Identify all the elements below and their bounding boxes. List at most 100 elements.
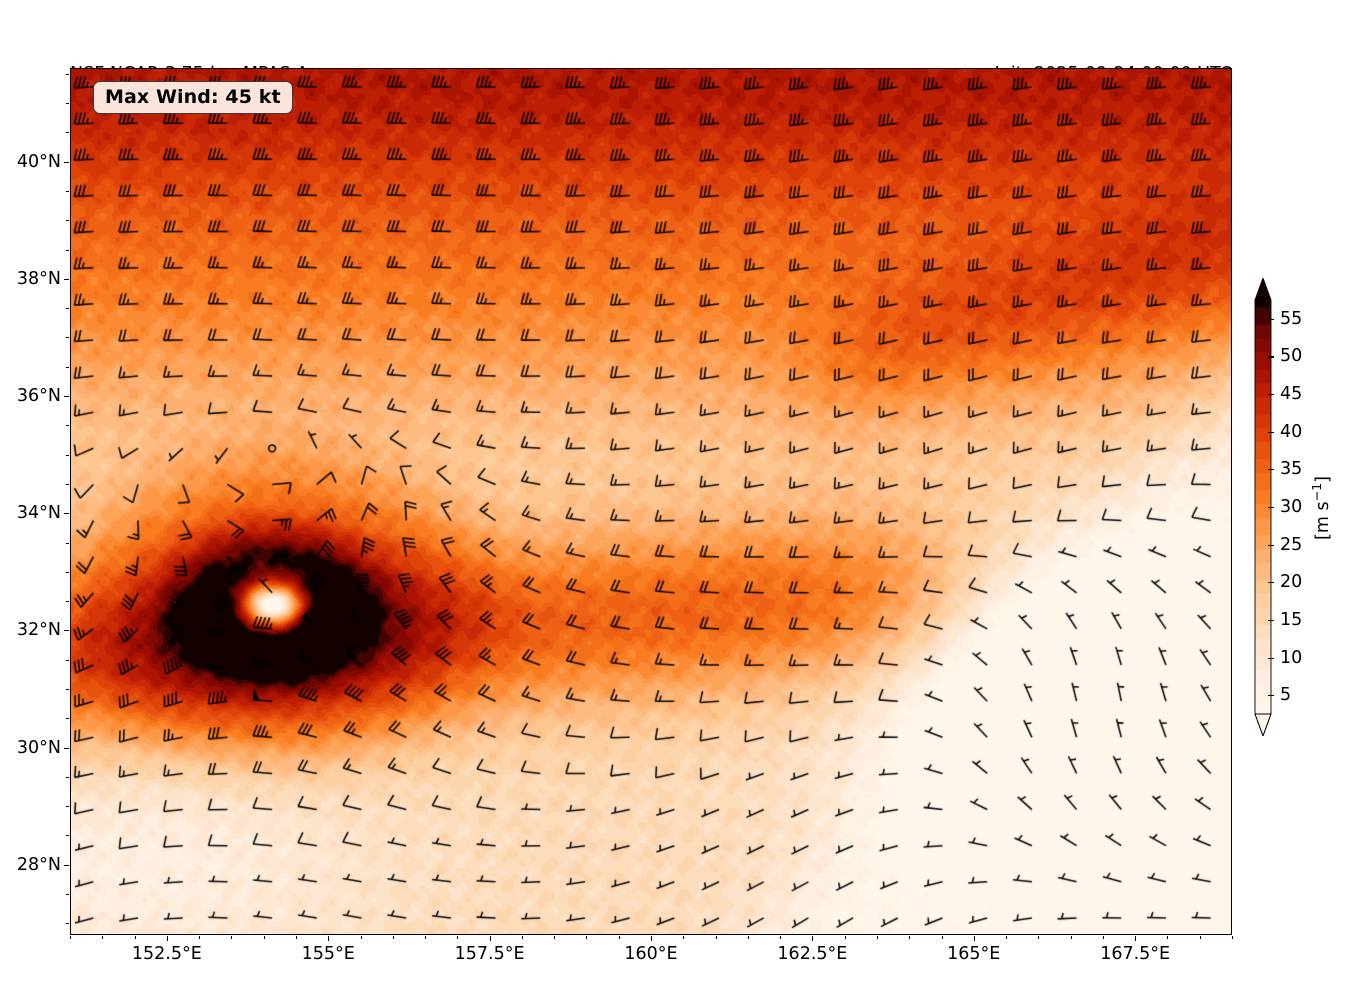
y-tick-minor xyxy=(66,542,69,544)
colorbar-tick xyxy=(1268,507,1274,509)
colorbar-tick xyxy=(1268,394,1274,396)
x-tick-label: 157.5°E xyxy=(454,944,525,964)
colorbar-gradient xyxy=(1254,278,1272,736)
x-tick-minor xyxy=(715,936,717,939)
y-tick-minor xyxy=(66,220,69,222)
x-tick xyxy=(1135,936,1137,941)
y-tick-minor xyxy=(66,308,69,310)
x-tick-label: 162.5°E xyxy=(777,944,848,964)
y-tick-minor xyxy=(66,483,69,485)
y-tick-label: 32°N xyxy=(16,620,61,641)
colorbar-tick xyxy=(1268,695,1274,697)
colorbar-tick-label: 45 xyxy=(1280,384,1303,405)
colorbar xyxy=(1251,278,1275,736)
x-tick-minor xyxy=(1167,936,1169,939)
x-tick-minor xyxy=(199,936,201,939)
colorbar-tick-label: 35 xyxy=(1280,459,1303,480)
colorbar-tick xyxy=(1268,544,1274,546)
x-tick-label: 165°E xyxy=(947,944,1001,964)
y-tick-minor xyxy=(66,425,69,427)
colorbar-tick xyxy=(1268,356,1274,358)
colorbar-tick-label: 30 xyxy=(1280,497,1303,517)
x-tick-label: 152.5°E xyxy=(131,944,202,964)
y-tick xyxy=(64,513,69,515)
y-tick-minor xyxy=(66,571,69,573)
y-tick-minor xyxy=(66,73,69,75)
colorbar-tick-label: 55 xyxy=(1280,308,1303,329)
x-tick-minor xyxy=(1199,936,1201,939)
colorbar-tick xyxy=(1268,318,1274,320)
y-tick-label: 36°N xyxy=(16,386,61,407)
x-tick xyxy=(973,936,975,941)
colorbar-tick xyxy=(1268,657,1274,659)
y-tick-minor xyxy=(66,454,69,456)
y-tick-label: 38°N xyxy=(16,268,61,289)
colorbar-tick-label: 40 xyxy=(1280,421,1303,442)
y-tick-minor xyxy=(66,337,69,339)
colorbar-tick-label: 5 xyxy=(1280,685,1292,706)
x-tick-minor xyxy=(554,936,556,939)
x-tick-minor xyxy=(102,936,104,939)
colorbar-tick xyxy=(1268,582,1274,584)
x-tick-minor xyxy=(134,936,136,939)
y-tick-minor xyxy=(66,103,69,105)
x-tick-minor xyxy=(941,936,943,939)
y-tick-minor xyxy=(66,776,69,778)
x-tick-minor xyxy=(747,936,749,939)
colorbar-tick-label: 20 xyxy=(1280,572,1303,593)
x-tick-minor xyxy=(1006,936,1008,939)
y-tick-minor xyxy=(66,191,69,193)
y-tick-label: 34°N xyxy=(16,503,61,524)
colorbar-tick xyxy=(1268,619,1274,621)
map-plot-area: Max Wind: 45 kt xyxy=(70,68,1232,935)
y-tick-minor xyxy=(66,806,69,808)
y-tick-minor xyxy=(66,923,69,925)
x-tick-minor xyxy=(70,936,71,939)
x-tick-minor xyxy=(844,936,846,939)
y-tick-label: 30°N xyxy=(16,737,61,758)
x-tick-minor xyxy=(909,936,911,939)
y-tick xyxy=(64,747,69,749)
x-tick xyxy=(651,936,652,941)
x-tick-label: 155°E xyxy=(301,944,355,964)
y-tick xyxy=(64,278,69,280)
y-tick-minor xyxy=(66,366,69,368)
colorbar-tick xyxy=(1268,431,1274,433)
colorbar-tick-label: 15 xyxy=(1280,609,1303,630)
y-tick-minor xyxy=(66,249,69,251)
x-tick-minor xyxy=(392,936,394,939)
x-tick xyxy=(812,936,814,941)
y-tick-minor xyxy=(66,601,69,603)
x-tick-label: 160°E xyxy=(624,944,678,964)
x-tick-minor xyxy=(295,936,297,939)
x-tick-minor xyxy=(618,936,620,939)
y-tick xyxy=(64,630,69,632)
x-tick-minor xyxy=(263,936,265,939)
y-tick xyxy=(64,864,69,866)
wind-barb-overlay xyxy=(71,69,1231,934)
x-tick-minor xyxy=(231,936,233,939)
y-tick-label: 40°N xyxy=(16,151,61,172)
x-tick-minor xyxy=(876,936,878,939)
x-tick xyxy=(328,936,330,941)
x-tick xyxy=(489,936,491,941)
x-tick-minor xyxy=(360,936,362,939)
x-tick-minor xyxy=(683,936,685,939)
colorbar-tick xyxy=(1268,469,1274,471)
x-tick-minor xyxy=(586,936,588,939)
y-tick-minor xyxy=(66,132,69,134)
x-tick xyxy=(166,936,168,941)
y-tick-minor xyxy=(66,718,69,720)
x-tick-minor xyxy=(425,936,427,939)
y-tick xyxy=(64,396,69,398)
x-tick-minor xyxy=(457,936,459,939)
x-tick-label: 167.5°E xyxy=(1100,944,1171,964)
x-tick-minor xyxy=(1038,936,1040,939)
y-tick-minor xyxy=(66,659,69,661)
y-tick xyxy=(64,161,69,163)
x-tick-minor xyxy=(1102,936,1104,939)
x-tick-minor xyxy=(521,936,523,939)
colorbar-tick-label: 50 xyxy=(1280,346,1303,367)
max-wind-annotation: Max Wind: 45 kt xyxy=(93,81,293,114)
